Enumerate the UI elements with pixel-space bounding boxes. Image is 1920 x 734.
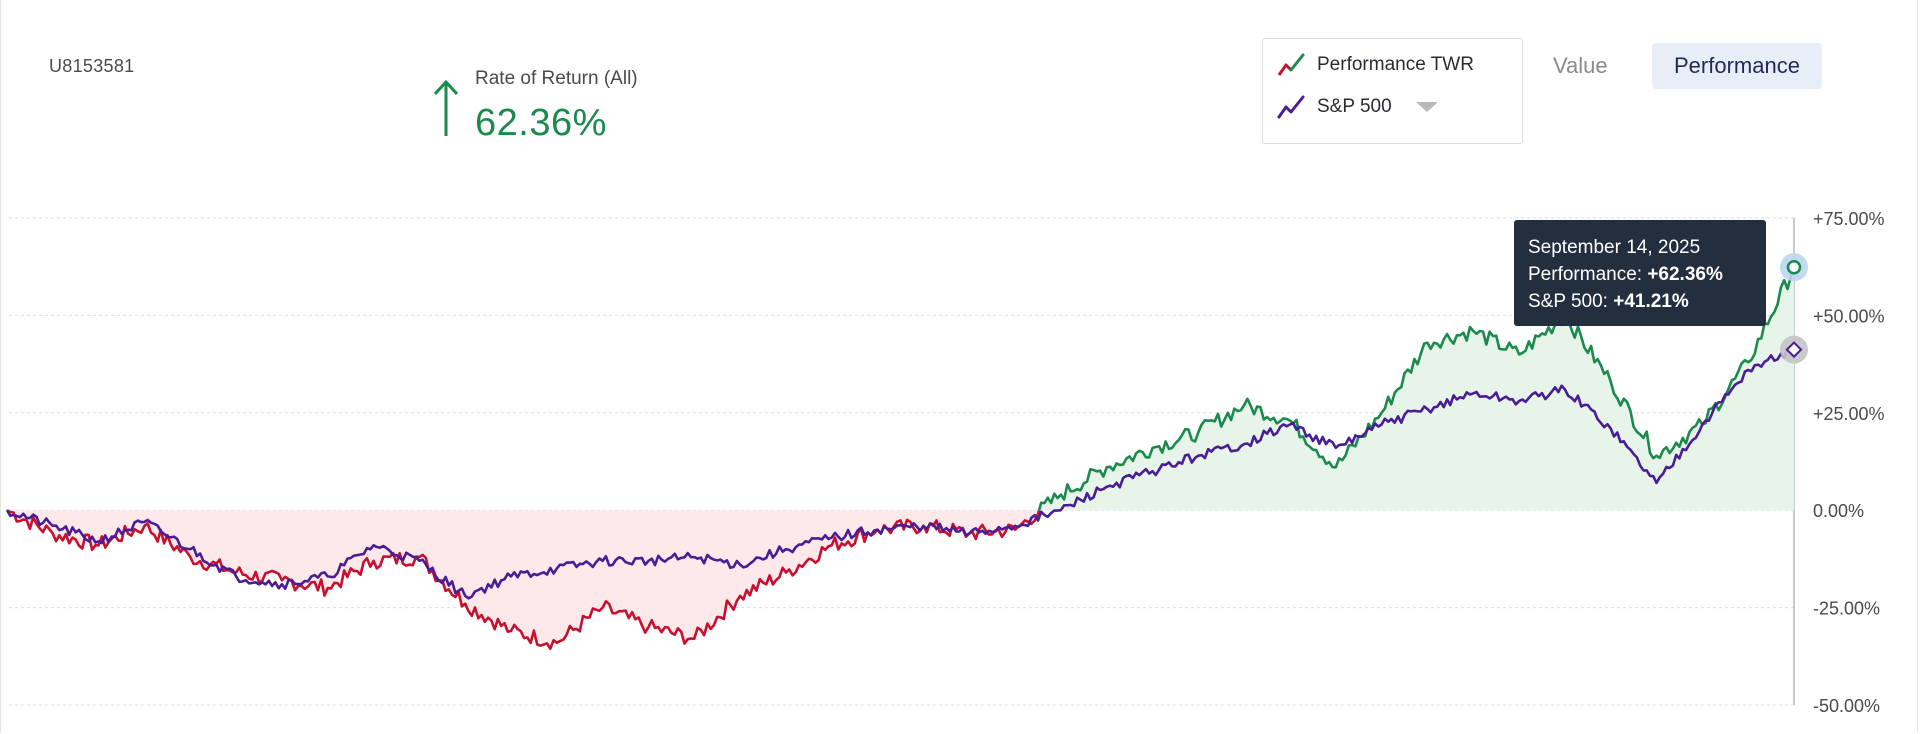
trend-line-purple-icon bbox=[1277, 95, 1305, 119]
tooltip-performance-value: +62.36% bbox=[1647, 264, 1723, 285]
legend-label-sp500: S&P 500 bbox=[1317, 96, 1392, 117]
tooltip-performance-label: Performance: bbox=[1528, 264, 1648, 285]
performance-endpoint-marker bbox=[1786, 259, 1802, 275]
legend-label-performance-twr: Performance TWR bbox=[1317, 54, 1474, 75]
performance-twr-line-negative bbox=[6, 510, 1041, 650]
y-tick-label: 0.00% bbox=[1813, 501, 1864, 521]
y-tick-label: +50.00% bbox=[1813, 306, 1885, 326]
benchmark-dropdown-caret-icon[interactable] bbox=[1415, 102, 1438, 112]
y-tick-label: +25.00% bbox=[1813, 404, 1885, 424]
tooltip-performance: Performance: +62.36% bbox=[1528, 261, 1752, 288]
positive-return-area bbox=[7, 267, 1794, 511]
rate-of-return-label: Rate of Return (All) bbox=[475, 68, 638, 89]
y-tick-label: -50.00% bbox=[1813, 696, 1880, 716]
chart-tooltip: September 14, 2025 Performance: +62.36% … bbox=[1514, 220, 1766, 326]
y-tick-label: +75.00% bbox=[1813, 209, 1885, 229]
tooltip-sp500-label: S&P 500: bbox=[1528, 291, 1614, 312]
trend-line-red-green-icon bbox=[1277, 53, 1305, 76]
tooltip-date: September 14, 2025 bbox=[1528, 237, 1701, 258]
performance-toggle-button[interactable]: Performance bbox=[1652, 43, 1822, 89]
legend-item-sp500[interactable]: S&P 500 bbox=[1277, 93, 1438, 121]
value-toggle-button[interactable]: Value bbox=[1553, 53, 1608, 78]
sp500-endpoint-marker bbox=[1785, 341, 1803, 359]
y-tick-label: -25.00% bbox=[1813, 599, 1880, 619]
arrow-up-icon bbox=[433, 79, 459, 136]
negative-return-area bbox=[7, 510, 1040, 649]
series-legend: Performance TWR S&P 500 bbox=[1262, 38, 1523, 144]
rate-of-return-value: 62.36% bbox=[475, 102, 607, 144]
tooltip-sp500-value: +41.21% bbox=[1613, 291, 1689, 312]
performance-twr-line-positive bbox=[6, 266, 1796, 511]
legend-item-performance-twr[interactable]: Performance TWR bbox=[1277, 51, 1474, 79]
sp500-line bbox=[5, 346, 1795, 600]
tooltip-sp500: S&P 500: +41.21% bbox=[1528, 288, 1752, 315]
account-id: U8153581 bbox=[49, 56, 135, 76]
